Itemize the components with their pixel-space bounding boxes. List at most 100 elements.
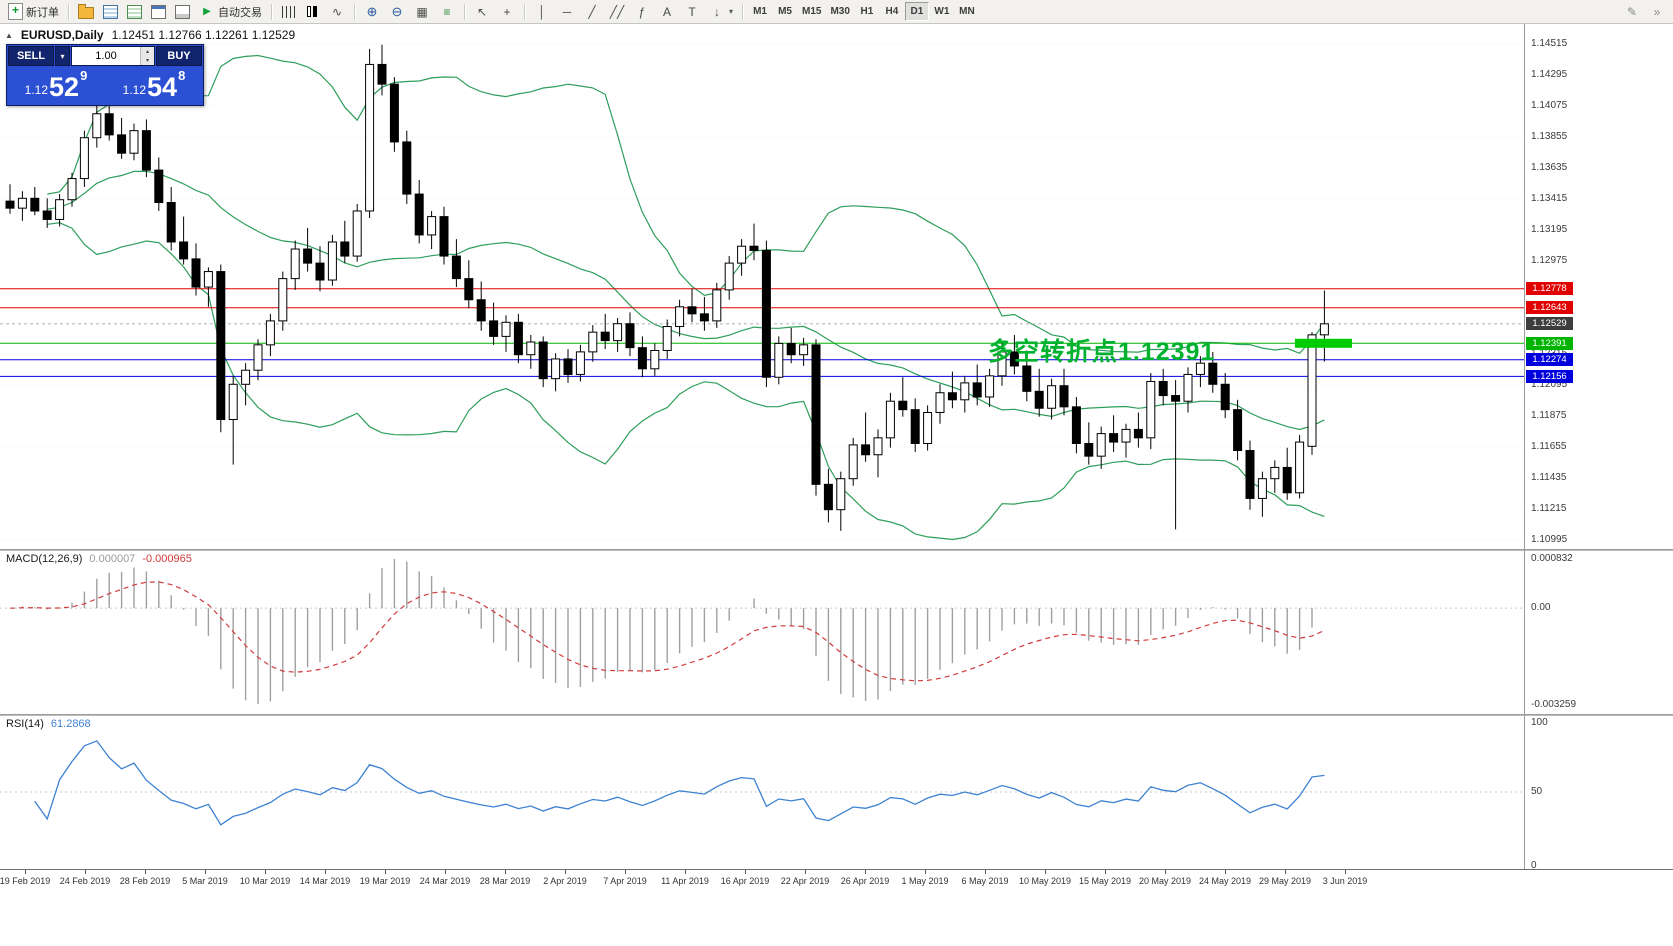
candlestick-chart-button[interactable] <box>300 2 324 22</box>
lot-size-value[interactable]: 1.00 <box>95 50 117 62</box>
time-axis-tick <box>325 870 326 874</box>
toolbar-separator <box>742 3 744 20</box>
time-axis-tick <box>685 870 686 874</box>
date-label: 26 Apr 2019 <box>840 876 890 886</box>
lot-dropdown-button[interactable]: ▾ <box>55 46 70 66</box>
zoom-out-button[interactable]: ⊖ <box>385 2 409 22</box>
arrow-tools-button[interactable]: ↓ ▾ <box>705 2 737 22</box>
macd-panel-separator[interactable] <box>0 549 1673 551</box>
date-label: 10 May 2019 <box>1018 876 1072 886</box>
one-click-collapse-icon[interactable]: ▲ <box>5 30 13 40</box>
timeframe-m15-button[interactable]: M15 <box>798 2 825 21</box>
price-tick-label: 1.12975 <box>1531 255 1568 266</box>
trendline-button[interactable]: ╱ <box>580 2 604 22</box>
text-button[interactable]: A <box>655 2 679 22</box>
price-tick-label: 1.11875 <box>1531 410 1567 421</box>
equidistant-channel-button[interactable]: ╱╱ <box>605 2 629 22</box>
rsi-value: 61.2868 <box>50 718 91 730</box>
vertical-line-button[interactable]: │ <box>530 2 554 22</box>
profiles-button[interactable] <box>74 2 98 22</box>
rsi-axis-label: 100 <box>1531 717 1548 728</box>
new-order-button[interactable]: + 新订单 <box>4 2 63 22</box>
timeframe-m5-button[interactable]: M5 <box>773 2 797 21</box>
time-axis-tick <box>205 870 206 874</box>
zoom-out-icon: ⊖ <box>391 4 403 19</box>
timeframe-h4-button[interactable]: H4 <box>880 2 904 21</box>
chart-window: ▲ EURUSD,Daily 1.12451 1.12766 1.12261 1… <box>0 24 1673 946</box>
market-watch-button[interactable] <box>99 2 122 22</box>
line-chart-button[interactable]: ∿ <box>325 2 349 22</box>
price-axis[interactable]: 1.14515 1.14295 1.14075 1.13855 1.13635 1.134… <box>1524 24 1673 871</box>
timeframe-w1-button[interactable]: W1 <box>930 2 954 21</box>
crosshair-button[interactable]: + <box>495 2 519 22</box>
timeframe-mn-button[interactable]: MN <box>955 2 979 21</box>
fibonacci-button[interactable]: ƒ <box>630 2 654 22</box>
timeframe-h1-button[interactable]: H1 <box>855 2 879 21</box>
lot-spinner[interactable]: ▴ ▾ <box>140 47 154 65</box>
lot-size-field[interactable]: 1.00 ▴ ▾ <box>71 46 155 66</box>
rsi-panel-separator[interactable] <box>0 714 1673 716</box>
time-axis-tick <box>25 870 26 874</box>
lot-increase-icon[interactable]: ▴ <box>141 47 154 56</box>
toolbar-extra-button-2[interactable]: » <box>1645 2 1669 22</box>
terminal-button[interactable] <box>171 2 194 22</box>
horizontal-line-button[interactable]: ─ <box>555 2 579 22</box>
turning-point-annotation: 多空转折点1.12391 <box>988 338 1216 366</box>
bollinger-band <box>47 170 1325 431</box>
price-tick-label: 1.13635 <box>1531 162 1568 173</box>
date-label: 10 Mar 2019 <box>239 876 291 886</box>
date-label: 20 May 2019 <box>1138 876 1192 886</box>
buy-price-sup: 8 <box>178 68 186 83</box>
macd-panel-plot[interactable] <box>0 551 1524 712</box>
time-axis-tick <box>745 870 746 874</box>
date-label: 19 Feb 2019 <box>0 876 51 886</box>
main-chart-plot[interactable] <box>0 24 1524 549</box>
indicators-button[interactable]: ≡ <box>435 2 459 22</box>
new-order-icon: + <box>8 3 23 20</box>
line-chart-icon: ∿ <box>331 4 343 19</box>
timeframe-m30-button[interactable]: M30 <box>826 2 853 21</box>
sell-price[interactable]: 1.12 52 9 <box>7 66 105 104</box>
rsi-line <box>34 740 1325 826</box>
time-axis-tick <box>925 870 926 874</box>
chart-title: ▲ EURUSD,Daily 1.12451 1.12766 1.12261 1… <box>5 28 295 42</box>
time-axis-tick <box>1165 870 1166 874</box>
price-tick-label: 1.11215 <box>1531 503 1567 514</box>
date-label: 15 May 2019 <box>1078 876 1132 886</box>
candles-layer <box>5 44 1329 531</box>
toolbar-extra-button-1[interactable]: ✎ <box>1620 2 1644 22</box>
sell-button[interactable]: SELL <box>8 46 54 66</box>
time-axis[interactable]: 19 Feb 2019 24 Feb 2019 28 Feb 2019 5 Mar 2… <box>0 869 1673 896</box>
macd-axis-zero: 0.00 <box>1531 602 1551 614</box>
bollinger-band <box>47 54 1325 355</box>
price-tick-label: 1.13195 <box>1531 224 1568 235</box>
rsi-panel-plot[interactable] <box>0 716 1524 868</box>
time-axis-tick <box>565 870 566 874</box>
macd-signal-line <box>9 581 1325 682</box>
buy-button[interactable]: BUY <box>156 46 202 66</box>
price-tick-label: 1.10995 <box>1531 534 1568 545</box>
buy-price[interactable]: 1.12 54 8 <box>105 66 203 104</box>
cursor-button[interactable]: ↖ <box>470 2 494 22</box>
timeframe-m1-button[interactable]: M1 <box>748 2 772 21</box>
text-label-button[interactable]: T <box>680 2 704 22</box>
autotrading-button[interactable]: ▶ 自动交易 <box>195 2 266 22</box>
zoom-in-button[interactable]: ⊕ <box>360 2 384 22</box>
navigator-button[interactable] <box>147 2 170 22</box>
date-label: 19 Mar 2019 <box>359 876 411 886</box>
price-tick-label: 1.13855 <box>1531 131 1568 142</box>
date-label: 22 Apr 2019 <box>780 876 830 886</box>
data-window-button[interactable] <box>123 2 146 22</box>
rsi-axis-label: 50 <box>1531 786 1543 797</box>
time-axis-tick <box>85 870 86 874</box>
ohlc-values: 1.12451 1.12766 1.12261 1.12529 <box>111 28 296 42</box>
toolbar-separator <box>354 3 355 20</box>
date-label: 14 Mar 2019 <box>299 876 351 886</box>
lot-decrease-icon[interactable]: ▾ <box>141 56 154 65</box>
date-label: 5 Mar 2019 <box>182 876 228 886</box>
tile-windows-button[interactable]: ▦ <box>410 2 434 22</box>
date-label: 24 Mar 2019 <box>419 876 471 886</box>
bar-chart-button[interactable] <box>277 2 299 22</box>
arrow-tools-icon: ↓ <box>714 4 720 19</box>
timeframe-d1-button[interactable]: D1 <box>904 2 929 21</box>
